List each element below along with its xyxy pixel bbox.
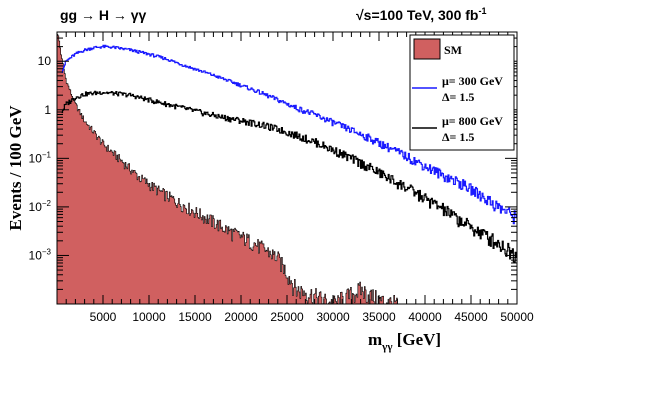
x-axis-ticks: 5000 10000 15000 20000 25000 30000 35000 40000 4… [65, 32, 534, 324]
legend: SM μ= 300 GeV Δ= 1.5 μ= 800 GeV Δ= 1.5 [409, 34, 515, 151]
legend-label-sm: SM [444, 43, 462, 57]
sm-histogram [56, 34, 398, 305]
y-tick-label-base: 10 [29, 200, 43, 214]
y-tick-label-base: 10 [38, 54, 52, 68]
signal-300-step-line [61, 44, 517, 225]
x-tick-label: 5000 [90, 310, 117, 324]
chart-title-right: √s=100 TeV, 300 fb-1 [356, 6, 487, 23]
x-tick-label: 20000 [224, 310, 258, 324]
x-tick-label: 10000 [132, 310, 166, 324]
legend-label-signal-300-line2: Δ= 1.5 [442, 90, 474, 104]
chart-title-left: gg → H → γγ [60, 7, 147, 23]
y-axis-label: Events / 100 GeV [6, 105, 25, 231]
sm-histogram-area [56, 34, 398, 305]
x-tick-label: 45000 [454, 310, 488, 324]
legend-swatch-sm [413, 38, 441, 60]
y-tick-label-exp: −2 [42, 199, 52, 208]
y-tick-label: 10−3 [29, 247, 52, 262]
x-axis-label-main: m [368, 330, 382, 349]
x-tick-label: 50000 [500, 310, 534, 324]
x-tick-label: 15000 [178, 310, 212, 324]
x-tick-label: 40000 [408, 310, 442, 324]
legend-label-signal-800-line2: Δ= 1.5 [442, 130, 474, 144]
y-tick-label: 10−1 [29, 150, 52, 165]
x-axis-label-unit: [GeV] [392, 330, 441, 349]
x-axis-label: mγγ [GeV] [368, 330, 441, 353]
legend-label-signal-300-line1: μ= 300 GeV [442, 74, 503, 88]
chart-title-right-main: √s=100 TeV, 300 fb [356, 7, 479, 23]
y-tick-label-exp: −3 [42, 247, 52, 256]
y-tick-label: 1 [44, 103, 51, 117]
x-axis-label-sub: γγ [381, 341, 392, 353]
x-tick-label: 30000 [316, 310, 350, 324]
y-tick-label-exp: −1 [42, 150, 52, 159]
legend-label-signal-800-line1: μ= 800 GeV [442, 114, 503, 128]
y-tick-label: 10 [38, 54, 52, 68]
chart-title-right-sup: -1 [479, 6, 487, 16]
y-tick-label: 10−2 [29, 199, 52, 214]
y-tick-label-base: 1 [44, 103, 51, 117]
y-tick-label-base: 10 [29, 151, 43, 165]
y-tick-label-base: 10 [29, 248, 43, 262]
signal-300-histogram [61, 44, 517, 225]
signal-800-histogram [61, 90, 517, 263]
signal-800-step-line [61, 90, 517, 263]
x-tick-label: 25000 [270, 310, 304, 324]
x-tick-label: 35000 [362, 310, 396, 324]
